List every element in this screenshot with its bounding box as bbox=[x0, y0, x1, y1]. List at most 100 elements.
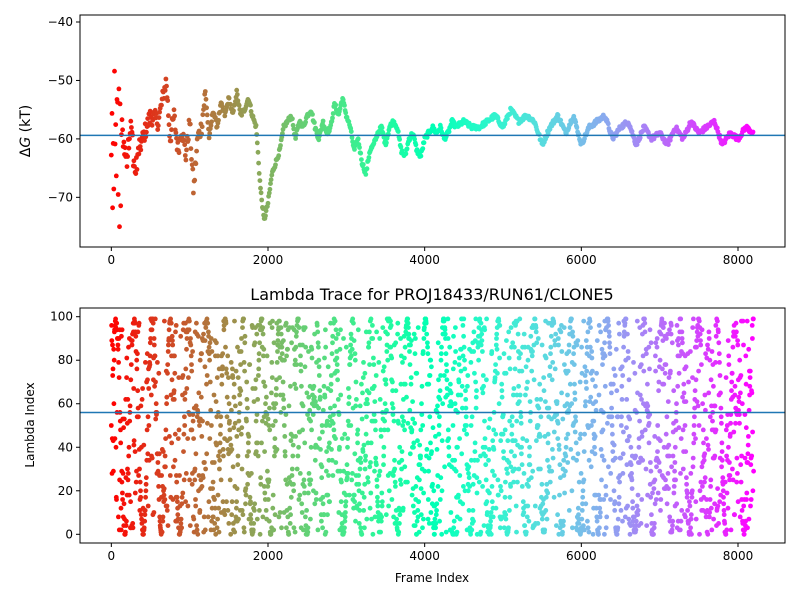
lambda-point bbox=[298, 368, 304, 374]
dg-point bbox=[113, 122, 119, 127]
lambda-point bbox=[443, 351, 449, 357]
lambda-point bbox=[131, 438, 137, 444]
lambda-point bbox=[247, 494, 253, 500]
lambda-point bbox=[236, 516, 241, 522]
lambda-point bbox=[535, 423, 541, 428]
lambda-point bbox=[362, 525, 367, 531]
lambda-point bbox=[164, 394, 170, 400]
lambda-point bbox=[308, 444, 314, 450]
dg-point bbox=[265, 200, 271, 206]
lambda-point bbox=[396, 420, 401, 426]
lambda-point bbox=[600, 362, 605, 367]
lambda-point bbox=[296, 497, 302, 502]
lambda-point bbox=[712, 403, 718, 409]
lambda-point bbox=[696, 368, 701, 374]
lambda-point bbox=[584, 386, 589, 391]
lambda-point bbox=[437, 414, 442, 420]
lambda-point bbox=[572, 381, 577, 387]
lambda-point bbox=[110, 366, 116, 372]
lambda-point bbox=[330, 333, 336, 339]
lambda-point bbox=[229, 512, 235, 518]
lambda-point bbox=[134, 366, 140, 372]
dg-point bbox=[128, 118, 134, 124]
lambda-point bbox=[436, 377, 441, 383]
dg-point bbox=[131, 158, 137, 164]
lambda-point bbox=[680, 340, 685, 346]
lambda-point bbox=[721, 501, 727, 507]
lambda-point bbox=[229, 407, 234, 413]
lambda-x-tick-label: 6000 bbox=[566, 549, 597, 563]
lambda-point bbox=[701, 440, 706, 446]
lambda-point bbox=[396, 529, 402, 535]
lambda-point bbox=[124, 518, 129, 524]
lambda-point bbox=[554, 523, 559, 528]
lambda-point bbox=[121, 425, 126, 431]
lambda-point bbox=[351, 492, 357, 498]
lambda-point bbox=[727, 473, 733, 478]
lambda-point bbox=[506, 355, 512, 361]
lambda-point bbox=[585, 525, 591, 531]
lambda-point bbox=[664, 336, 669, 341]
lambda-point bbox=[411, 440, 417, 446]
lambda-point bbox=[715, 318, 720, 324]
lambda-point bbox=[474, 388, 479, 394]
lambda-point bbox=[732, 392, 738, 398]
lambda-point bbox=[452, 457, 458, 463]
lambda-point bbox=[224, 414, 230, 420]
lambda-point bbox=[352, 351, 358, 357]
lambda-point bbox=[470, 508, 476, 513]
lambda-point bbox=[128, 362, 134, 367]
lambda-point bbox=[364, 414, 369, 420]
lambda-point bbox=[167, 434, 172, 439]
lambda-point bbox=[309, 427, 314, 433]
lambda-point bbox=[523, 529, 529, 535]
lambda-point bbox=[612, 499, 618, 505]
dg-point bbox=[348, 129, 354, 135]
lambda-point bbox=[367, 362, 372, 367]
lambda-point bbox=[518, 414, 524, 420]
lambda-point bbox=[669, 340, 675, 346]
lambda-point bbox=[335, 331, 341, 337]
dg-point bbox=[637, 135, 643, 141]
lambda-point bbox=[257, 340, 262, 346]
dg-point bbox=[360, 162, 366, 167]
lambda-point bbox=[153, 379, 158, 385]
lambda-point bbox=[388, 323, 394, 328]
lambda-point bbox=[581, 449, 587, 454]
lambda-point bbox=[577, 379, 583, 385]
dg-point bbox=[256, 171, 262, 176]
lambda-point bbox=[239, 466, 245, 472]
lambda-point bbox=[213, 399, 219, 404]
lambda-point bbox=[168, 320, 174, 326]
lambda-point bbox=[236, 418, 242, 424]
lambda-point bbox=[715, 329, 721, 335]
lambda-point bbox=[474, 475, 480, 481]
lambda-point bbox=[599, 477, 604, 483]
lambda-point bbox=[329, 457, 335, 463]
lambda-point bbox=[323, 529, 329, 535]
lambda-point bbox=[425, 351, 431, 357]
lambda-point bbox=[739, 401, 745, 407]
lambda-point bbox=[322, 355, 327, 361]
lambda-point bbox=[223, 320, 229, 326]
lambda-point bbox=[271, 340, 277, 346]
lambda-point bbox=[480, 390, 486, 396]
lambda-point bbox=[702, 451, 708, 457]
lambda-point bbox=[278, 331, 284, 337]
lambda-point bbox=[407, 407, 413, 413]
lambda-point bbox=[589, 355, 595, 361]
lambda-point bbox=[218, 431, 223, 437]
lambda-point bbox=[698, 479, 704, 485]
lambda-point bbox=[315, 527, 321, 533]
lambda-point bbox=[265, 484, 271, 489]
lambda-point bbox=[707, 510, 712, 515]
lambda-point bbox=[506, 460, 512, 465]
lambda-point bbox=[281, 338, 286, 343]
lambda-point bbox=[503, 516, 509, 522]
lambda-point bbox=[142, 512, 148, 518]
lambda-point bbox=[310, 412, 316, 417]
lambda-point bbox=[718, 414, 724, 420]
lambda-point bbox=[354, 397, 359, 402]
lambda-point bbox=[142, 518, 148, 524]
lambda-point bbox=[379, 490, 385, 496]
